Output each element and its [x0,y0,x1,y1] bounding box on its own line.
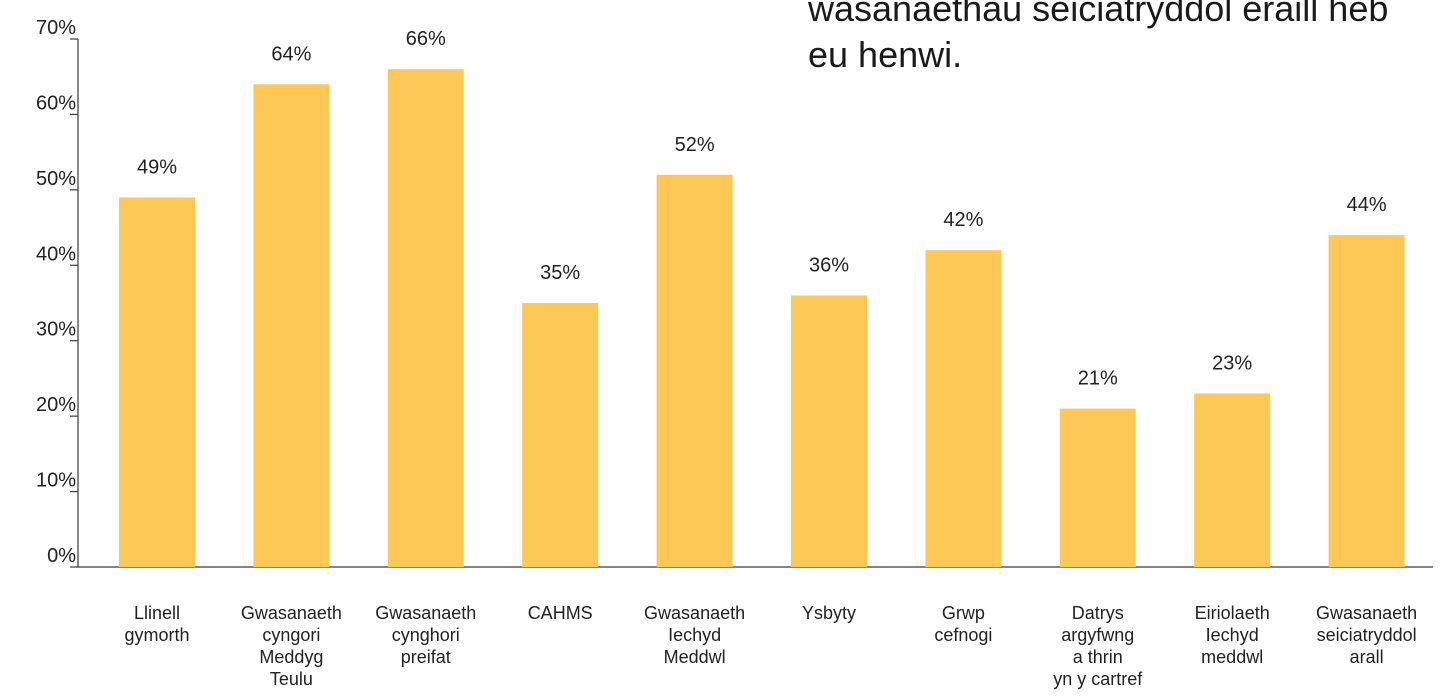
x-tick-label: Gwasanaeth cynghori preifat [375,603,476,667]
bar [253,84,330,567]
x-tick-label: Eiriolaeth Iechyd meddwl [1195,603,1270,667]
x-tick-label: Gwasanaeth Iechyd Meddwl [644,603,745,667]
data-label: 35% [540,262,580,284]
bar [1328,235,1405,567]
x-tick-label: Ysbyty [802,603,856,623]
data-label: 64% [271,43,311,65]
data-label: 21% [1078,368,1118,390]
data-label: 23% [1212,353,1252,375]
data-label: 44% [1347,194,1387,216]
x-tick-label: CAHMS [528,603,593,623]
bar [925,250,1002,567]
x-tick-label: Datrys argyfwng a thrin yn y cartref [1053,603,1143,689]
y-tick-label: 70% [36,17,76,39]
bar [791,295,867,567]
x-tick-label: Llinell gymorth [124,603,189,645]
annotation-line-2: eu henwi. [808,34,963,75]
y-tick-label: 20% [36,394,76,416]
x-tick-label: Gwasanaeth seiciatryddol arall [1316,603,1417,667]
data-label: 42% [943,209,983,231]
bar [1194,393,1271,567]
bar [387,69,464,568]
data-label: 66% [406,28,446,50]
bar [1059,408,1136,567]
x-tick-label: Grwp cefnogi [934,603,992,645]
y-tick-label: 0% [47,545,76,567]
data-label: 49% [137,156,177,178]
data-label: 36% [809,254,849,276]
annotation-text: wasanaethau seiciatryddol eraill heb eu … [808,0,1428,78]
y-tick-label: 60% [36,92,76,114]
x-tick-label: Gwasanaeth cyngori Meddyg Teulu [241,603,342,689]
y-tick-label: 30% [36,319,76,341]
bar [119,197,195,567]
bar [522,303,599,567]
annotation-line-1: wasanaethau seiciatryddol eraill heb [808,0,1389,29]
y-tick-label: 50% [36,168,76,190]
data-label: 52% [675,134,715,156]
y-tick-label: 40% [36,243,76,265]
y-tick-label: 10% [36,470,76,492]
bar [656,174,733,567]
